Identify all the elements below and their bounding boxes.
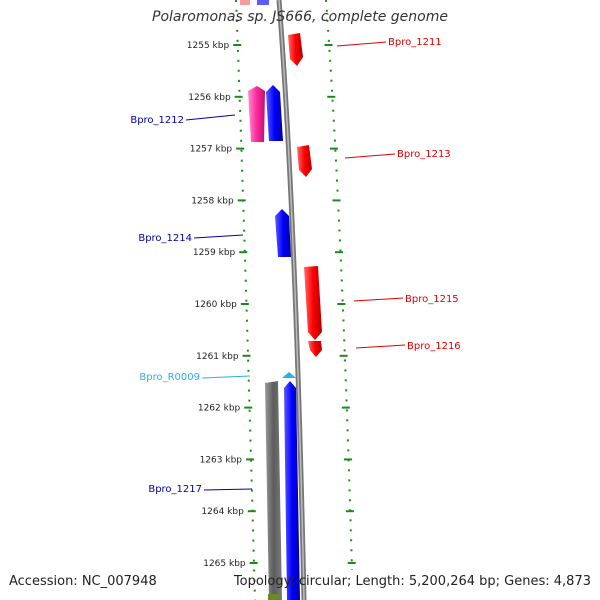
map-title: Polaromonas sp. JS666, complete genome [152,9,448,25]
kbp-label: 1259 kbp [193,248,236,258]
gene-callouts [185,41,406,491]
kbp-label: 1257 kbp [190,145,233,155]
gene-bpro-1215[interactable] [304,266,322,340]
kbp-label: 1258 kbp [191,196,234,206]
scale-arc-left [235,0,256,600]
kbp-label: 1256 kbp [188,93,231,103]
gene-label-bpro-r0009[interactable]: Bpro_R0009 [139,372,200,383]
gene-label-bpro-1214[interactable]: Bpro_1214 [138,233,192,244]
gene-partial-top-blue[interactable] [257,0,269,5]
scale-arc-right [325,0,353,571]
gene-bpro-1216[interactable] [308,341,322,357]
accession-label: Accession: NC_007948 [9,574,157,589]
gene-label-bpro-1211[interactable]: Bpro_1211 [388,37,442,48]
topology-summary: Topology: circular; Length: 5,200,264 bp… [233,574,591,589]
gene-partial-bottom-green[interactable] [268,594,280,600]
gene-label-bpro-1216[interactable]: Bpro_1216 [407,341,461,352]
gene-label-bpro-1215[interactable]: Bpro_1215 [405,294,459,305]
gene-bpro-1211[interactable] [288,33,303,66]
kbp-label: 1261 kbp [196,352,239,362]
kbp-label: 1262 kbp [198,404,241,414]
gene-label-bpro-1217[interactable]: Bpro_1217 [148,484,202,495]
gene-partial-top-red[interactable] [240,0,250,5]
gene-bpro-1217[interactable] [284,381,300,600]
gene-label-bpro-1212[interactable]: Bpro_1212 [130,115,184,126]
gene-bpro-1214[interactable] [275,209,291,257]
kbp-label: 1255 kbp [187,41,230,51]
gene-bpro-1212[interactable] [266,85,283,141]
kbp-label: 1263 kbp [200,455,243,465]
gene-label-bpro-1213[interactable]: Bpro_1213 [397,149,451,160]
gene-bpro-1212-pink[interactable] [248,86,265,142]
kbp-label: 1260 kbp [194,300,237,310]
kbp-label: 1264 kbp [201,507,244,517]
kbp-label: 1265 kbp [203,559,246,569]
gene-bpro-r0009[interactable] [282,372,296,378]
gene-grey-segment[interactable] [265,381,282,600]
gene-bpro-1213[interactable] [297,145,312,177]
